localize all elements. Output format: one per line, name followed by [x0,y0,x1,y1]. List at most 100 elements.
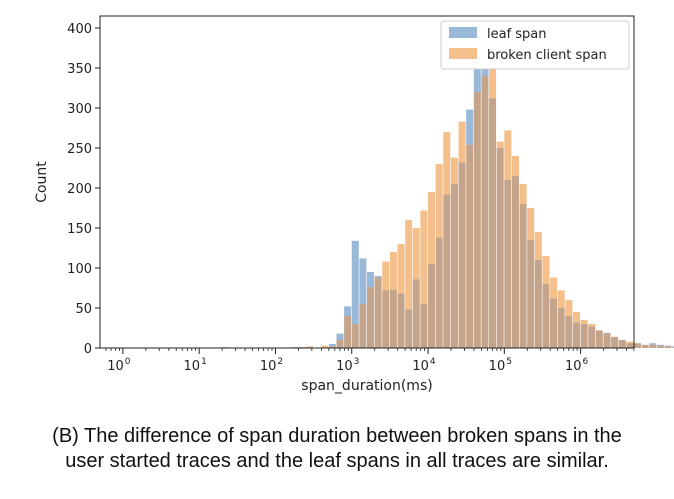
x-tick-label: 105 [489,357,512,374]
overlap-bar [458,162,466,348]
overlap-bar [466,144,474,348]
overlap-bar [359,304,367,348]
leaf-span-bar [344,306,352,316]
legend-swatch [449,27,477,38]
overlap-bar [656,345,664,348]
broken-client-span-bar [527,208,535,240]
overlap-bars [222,76,674,349]
broken-client-span-bar [389,252,397,290]
x-tick-label: 103 [336,357,359,374]
x-tick-label: 101 [184,357,207,374]
overlap-bar [504,180,512,348]
overlap-bar [664,346,672,348]
legend-swatch [449,48,477,59]
broken-client-span-bar [420,210,428,304]
broken-client-span-bar [428,192,436,264]
leaf-span-bar [328,344,336,347]
overlap-bar [603,333,611,348]
leaf-span-bar [359,258,367,304]
overlap-bar [336,340,344,348]
overlap-bar [389,289,397,348]
y-tick-label: 400 [67,22,92,37]
y-tick-label: 0 [84,342,92,357]
overlap-bar [428,264,436,348]
broken-client-span-bar [412,228,420,280]
leaf-span-bar [649,343,657,345]
y-axis-label: Count [34,161,50,203]
leaf-span-bar [656,344,664,346]
caption-line-1: (B) The difference of span duration betw… [52,425,622,447]
overlap-bar [550,298,558,348]
leaf-span-bar [336,333,344,340]
overlap-bar [489,98,497,349]
broken-client-span-bar [450,157,458,184]
broken-client-span-bar [534,232,542,260]
broken-client-span-bar [550,277,558,299]
y-tick-label: 350 [67,62,92,77]
overlap-bar [580,324,588,348]
overlap-bar [519,204,527,348]
caption-line-2: user started traces and the leaf spans i… [65,450,609,472]
y-tick-label: 200 [67,182,92,197]
overlap-bar [435,237,443,348]
overlap-bar [420,304,428,348]
broken-client-span-bar [435,164,443,238]
leaf-span-bar [367,272,375,288]
x-axis-label: span_duration(ms) [301,378,432,394]
broken-client-span-bar [405,220,413,310]
legend: leaf span broken client span [440,20,630,70]
overlap-bar [511,176,519,348]
broken-client-span-bar [565,300,573,316]
overlap-bar [443,194,451,348]
leaf-span-bar [603,332,611,334]
overlap-bar [344,316,352,348]
overlap-bar [382,290,390,348]
broken-client-span-bar [626,341,634,344]
legend-label: leaf span [487,27,547,42]
overlap-bar [626,343,634,348]
broken-client-span-bar [511,156,519,176]
overlap-bar [634,343,642,348]
overlap-bar [374,277,382,348]
x-tick-label: 102 [260,357,283,374]
legend-frame [440,20,630,70]
x-axis: 100 101 102 103 104 105 106 [105,348,635,374]
leaf-span-bar [351,240,359,324]
overlap-bar [611,336,619,348]
broken-client-span-bar [572,312,580,323]
overlap-bar [527,240,535,348]
y-tick-label: 100 [67,262,92,277]
overlap-bar [542,284,550,348]
x-tick-label: 100 [107,357,131,374]
x-tick-label: 106 [565,357,589,374]
overlap-bar [450,184,458,348]
overlap-bar [572,322,580,348]
y-tick-label: 300 [67,102,92,117]
broken-client-span-bar [305,346,313,348]
y-tick-label: 150 [67,222,92,237]
overlap-bar [641,344,649,348]
broken-client-span-bar [496,141,504,148]
broken-client-span-bars [305,40,634,348]
y-axis: 0 50 100 150 200 250 300 350 400 [67,22,100,357]
broken-client-span-bar [382,261,390,291]
broken-client-span-bar [321,345,329,348]
overlap-bar [534,260,542,348]
overlap-bar [649,344,657,348]
broken-client-span-bar [397,244,405,294]
broken-client-span-bar [519,184,527,204]
broken-client-span-bar [557,290,565,308]
overlap-bar [412,279,420,348]
overlap-bar [565,316,573,348]
leaf-span-bar [466,109,474,145]
overlap-bar [588,326,596,348]
broken-client-span-bar [580,320,588,324]
y-tick-label: 50 [75,302,92,317]
leaf-span-bar [664,345,672,347]
overlap-bar [496,148,504,348]
overlap-bar [672,347,674,348]
y-tick-label: 250 [67,142,92,157]
legend-label: broken client span [487,48,607,63]
broken-client-span-bar [504,130,512,180]
broken-client-span-bar [588,324,596,327]
